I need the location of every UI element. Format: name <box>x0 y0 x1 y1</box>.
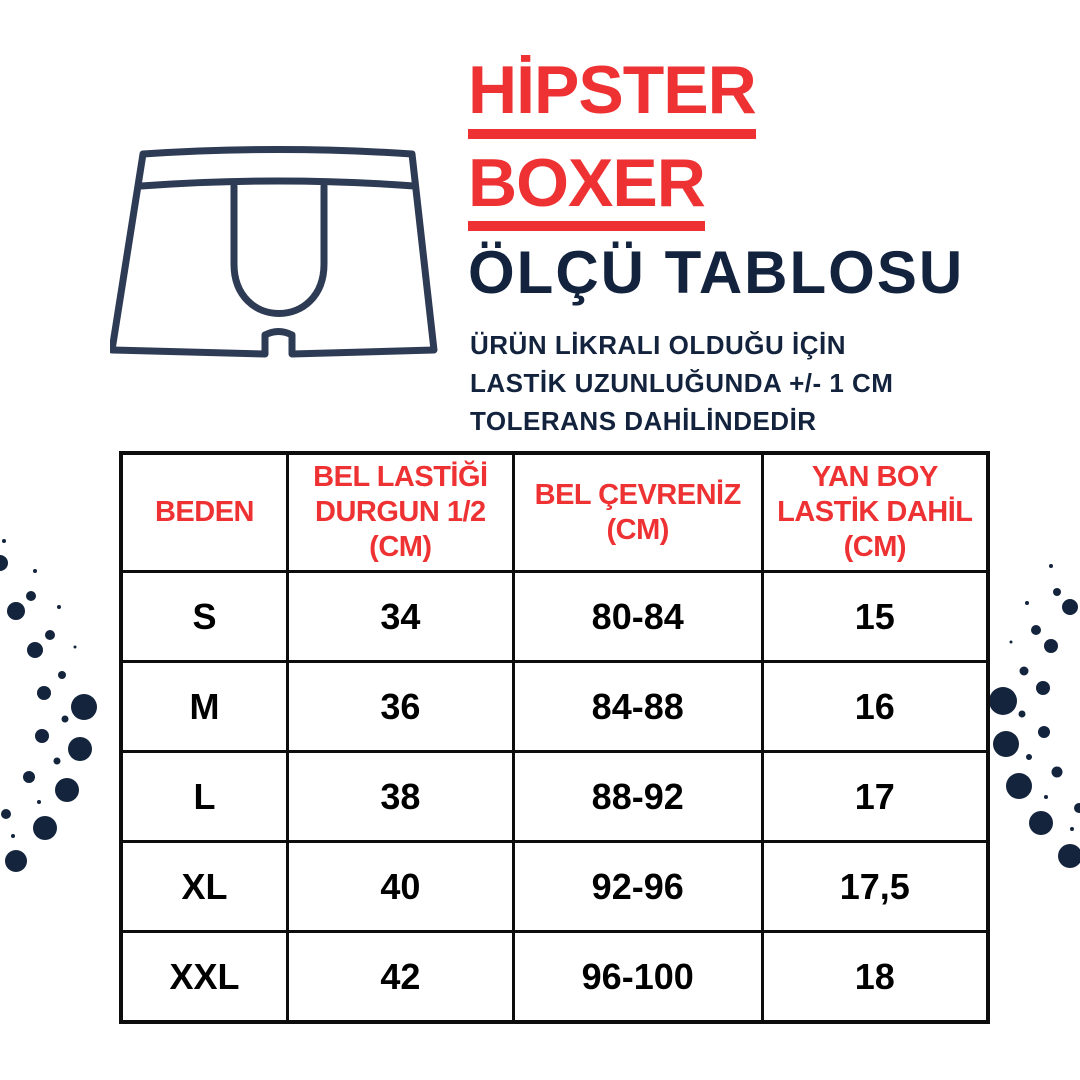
dot <box>61 715 69 723</box>
dot <box>35 729 49 743</box>
dot <box>1036 681 1050 695</box>
table-row: XXL 42 96-100 18 <box>119 930 990 1024</box>
dot <box>73 645 77 649</box>
dot <box>1031 625 1041 635</box>
value-cell: 40 <box>285 840 515 933</box>
dot <box>1018 710 1026 718</box>
dot <box>993 731 1019 757</box>
dot <box>23 771 35 783</box>
size-cell: S <box>119 570 289 663</box>
dot <box>33 569 37 573</box>
dot <box>58 671 66 679</box>
value-cell: 16 <box>760 660 990 753</box>
value-cell: 88-92 <box>511 750 764 843</box>
product-title-line1: HİPSTER <box>468 56 757 139</box>
dot <box>57 605 61 609</box>
dot <box>1 809 11 819</box>
boxer-outline <box>110 146 438 358</box>
dot <box>1019 666 1029 676</box>
page-title: ÖLÇÜ TABLOSU <box>468 239 965 307</box>
size-table: BEDEN BEL LASTİĞİ DURGUN 1/2 (CM) BEL ÇE… <box>119 451 990 1024</box>
size-table-body: S 34 80-84 15 M 36 84-88 16 L 38 88-92 17 XL 40 92-96 1… <box>119 570 990 1024</box>
dot <box>1038 726 1050 738</box>
dot <box>1044 795 1048 799</box>
boxer-illustration-icon <box>110 146 438 358</box>
dot <box>2 539 6 543</box>
dot <box>45 630 55 640</box>
value-cell: 17 <box>760 750 990 843</box>
value-cell: 36 <box>285 660 515 753</box>
value-cell: 18 <box>760 930 990 1024</box>
size-cell: XXL <box>119 930 289 1024</box>
dot <box>37 800 41 804</box>
decorative-dots-right <box>989 564 1080 868</box>
product-title-line2: BOXER <box>468 149 706 232</box>
dot <box>11 834 15 838</box>
dot <box>37 686 51 700</box>
column-header-bel-cevreniz: BEL ÇEVRENİZ (CM) <box>511 451 764 573</box>
dot <box>33 816 57 840</box>
table-row: M 36 84-88 16 <box>119 660 990 753</box>
dot <box>5 850 27 872</box>
value-cell: 17,5 <box>760 840 990 933</box>
header-row: BEDEN BEL LASTİĞİ DURGUN 1/2 (CM) BEL ÇE… <box>119 451 990 573</box>
value-cell: 15 <box>760 570 990 663</box>
boxer-pouch-line <box>230 182 328 317</box>
size-cell: M <box>119 660 289 753</box>
dot <box>1044 639 1058 653</box>
dot <box>68 737 92 761</box>
dot <box>55 778 79 802</box>
dot <box>1009 640 1013 644</box>
dot <box>0 555 8 571</box>
dot <box>1051 766 1063 778</box>
dot <box>71 694 97 720</box>
dot <box>1049 564 1053 568</box>
boxer-waistband-line <box>137 177 418 190</box>
dot <box>1006 773 1032 799</box>
dot <box>1058 844 1080 868</box>
dot <box>1074 803 1080 813</box>
decorative-dots-left <box>0 539 97 872</box>
dot <box>989 687 1017 715</box>
column-header-yan-boy: YAN BOY LASTİK DAHİL (CM) <box>760 451 990 573</box>
dot <box>7 602 25 620</box>
dot <box>1029 811 1053 835</box>
value-cell: 80-84 <box>511 570 764 663</box>
value-cell: 34 <box>285 570 515 663</box>
table-row: XL 40 92-96 17,5 <box>119 840 990 933</box>
table-row: S 34 80-84 15 <box>119 570 990 663</box>
header: HİPSTER BOXER ÖLÇÜ TABLOSU ÜRÜN LİKRALI … <box>468 56 1028 440</box>
dot <box>1025 601 1029 605</box>
tolerance-note: ÜRÜN LİKRALI OLDUĞU İÇİN LASTİK UZUNLUĞU… <box>470 330 894 436</box>
dot <box>1062 599 1078 615</box>
value-cell: 84-88 <box>511 660 764 753</box>
dot <box>27 642 43 658</box>
size-cell: L <box>119 750 289 843</box>
dot <box>53 757 61 765</box>
size-cell: XL <box>119 840 289 933</box>
value-cell: 96-100 <box>511 930 764 1024</box>
column-header-bel-lastigi: BEL LASTİĞİ DURGUN 1/2 (CM) <box>285 451 515 573</box>
column-header-beden: BEDEN <box>119 451 289 573</box>
value-cell: 38 <box>285 750 515 843</box>
dot <box>1053 588 1061 596</box>
size-table-header: BEDEN BEL LASTİĞİ DURGUN 1/2 (CM) BEL ÇE… <box>119 451 990 573</box>
dot <box>1026 754 1032 760</box>
dot <box>26 591 36 601</box>
table-row: L 38 88-92 17 <box>119 750 990 843</box>
dot <box>1070 827 1074 831</box>
value-cell: 92-96 <box>511 840 764 933</box>
value-cell: 42 <box>285 930 515 1024</box>
